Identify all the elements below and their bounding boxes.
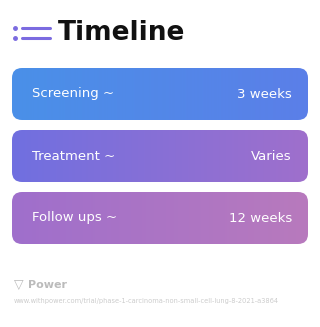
Text: www.withpower.com/trial/phase-1-carcinoma-non-small-cell-lung-8-2021-a3864: www.withpower.com/trial/phase-1-carcinom…: [14, 298, 279, 304]
Text: Timeline: Timeline: [58, 20, 185, 46]
Text: Varies: Varies: [252, 149, 292, 163]
Text: Power: Power: [28, 280, 67, 290]
Text: 3 weeks: 3 weeks: [237, 88, 292, 100]
Text: 12 weeks: 12 weeks: [229, 212, 292, 225]
Text: Screening ~: Screening ~: [32, 88, 114, 100]
Text: ▽: ▽: [14, 279, 24, 291]
Text: Treatment ~: Treatment ~: [32, 149, 115, 163]
Text: Follow ups ~: Follow ups ~: [32, 212, 117, 225]
